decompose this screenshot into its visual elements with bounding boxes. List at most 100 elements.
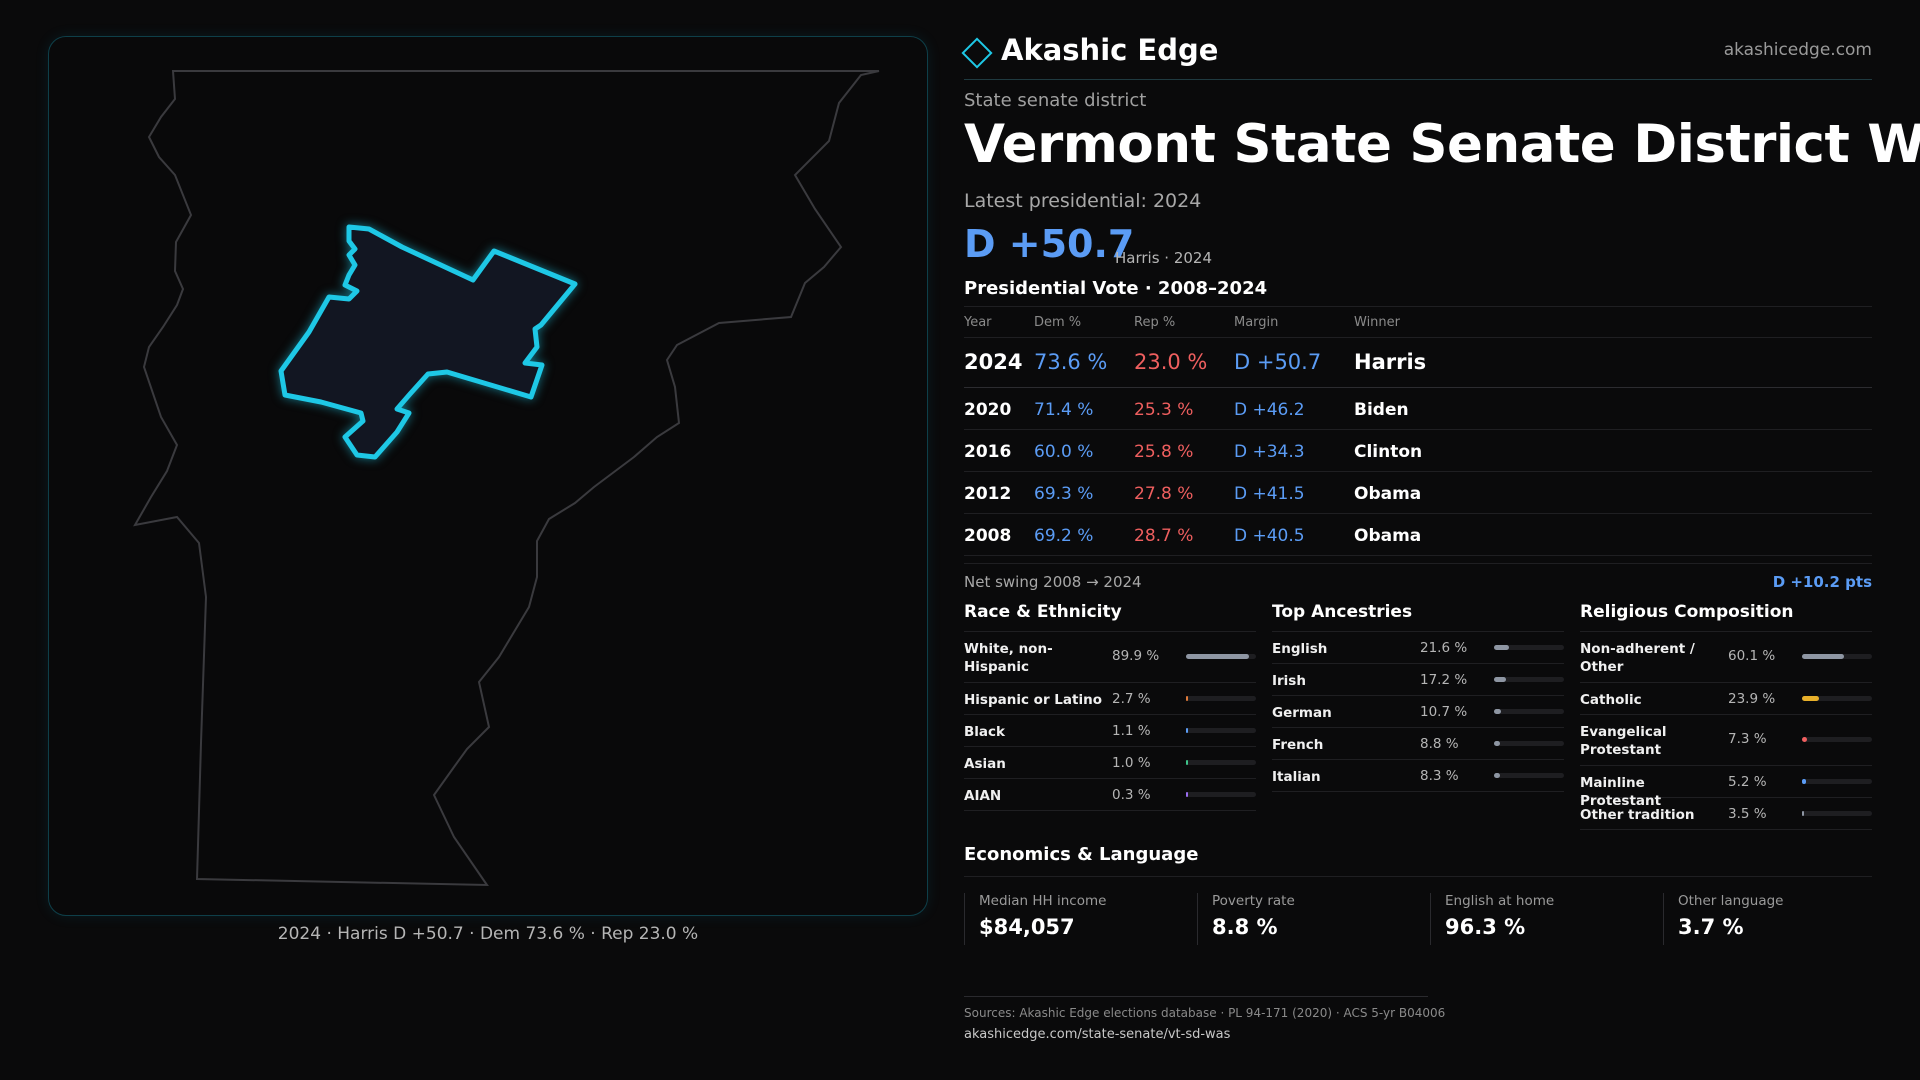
row-dem: 69.3 % <box>1034 484 1094 504</box>
row-winner: Clinton <box>1354 442 1423 462</box>
item-value: 3.5 % <box>1728 806 1767 822</box>
list-item: AIAN 0.3 % <box>964 779 1256 811</box>
item-value: 1.0 % <box>1112 755 1151 771</box>
headline-margin: D +50.7 <box>964 222 1135 266</box>
item-value: 8.3 % <box>1420 768 1459 784</box>
header-margin: Margin <box>1234 315 1279 330</box>
row-rep: 28.7 % <box>1134 526 1194 546</box>
net-swing: Net swing 2008 → 2024 D +10.2 pts <box>964 563 1872 593</box>
row-winner: Obama <box>1354 526 1422 546</box>
bar-fill <box>1494 645 1509 650</box>
stat-label: Poverty rate <box>1212 893 1295 909</box>
row-winner: Obama <box>1354 484 1422 504</box>
diamond-logo-icon <box>961 37 993 69</box>
item-label: Hispanic or Latino <box>964 692 1102 708</box>
stat-label: Other language <box>1678 893 1784 909</box>
stat-value: 3.7 % <box>1678 915 1744 939</box>
list-item: White, non-Hispanic 89.9 % <box>964 632 1256 683</box>
religion-title: Religious Composition <box>1580 600 1872 632</box>
bar-track <box>1802 696 1872 701</box>
bar-track <box>1494 677 1564 682</box>
item-label: AIAN <box>964 788 1002 804</box>
list-item: Asian 1.0 % <box>964 747 1256 779</box>
bar-track <box>1186 696 1256 701</box>
header-dem: Dem % <box>1034 315 1082 330</box>
stat-poverty-rate: Poverty rate 8.8 % <box>1197 893 1419 945</box>
item-label: Irish <box>1272 673 1306 689</box>
bar-fill <box>1186 792 1188 797</box>
list-item: Irish 17.2 % <box>1272 664 1564 696</box>
table-row: 2016 60.0 % 25.8 % D +34.3 Clinton <box>964 430 1872 472</box>
brand-header: Akashic Edge akashicedge.com <box>961 30 1872 80</box>
list-item: Italian 8.3 % <box>1272 760 1564 792</box>
ancestry-panel: Top Ancestries English 21.6 % Irish 17.2… <box>1272 600 1564 792</box>
brand-url[interactable]: akashicedge.com <box>1723 40 1872 60</box>
item-label: French <box>1272 737 1324 753</box>
district-type: State senate district <box>964 90 1147 111</box>
item-label: White, non-Hispanic <box>964 641 1053 675</box>
bar-fill <box>1802 811 1804 816</box>
bar-track <box>1802 654 1872 659</box>
item-label: German <box>1272 705 1332 721</box>
item-value: 21.6 % <box>1420 640 1468 656</box>
header-rep: Rep % <box>1134 315 1176 330</box>
headline-winner: Harris · 2024 <box>1115 249 1213 267</box>
table-row: 2012 69.3 % 27.8 % D +41.5 Obama <box>964 472 1872 514</box>
bar-track <box>1186 654 1256 659</box>
state-outline <box>133 70 880 887</box>
bar-fill <box>1802 779 1806 784</box>
bar-track <box>1802 811 1872 816</box>
district-shape[interactable] <box>278 224 578 460</box>
item-label: Asian <box>964 756 1006 772</box>
district-profile: Akashic Edge akashicedge.com State senat… <box>961 0 1920 1080</box>
list-item: Non-adherent / Other 60.1 % <box>1580 632 1872 683</box>
bar-fill <box>1186 760 1188 765</box>
list-item: Mainline Protestant 5.2 % <box>1580 766 1872 809</box>
item-label: Evangelical Protestant <box>1580 724 1667 758</box>
row-year: 2008 <box>964 526 1012 546</box>
row-dem: 71.4 % <box>1034 400 1094 420</box>
item-label: Mainline Protestant <box>1580 775 1662 809</box>
header-year: Year <box>964 315 992 330</box>
list-item: Evangelical Protestant 7.3 % <box>1580 715 1872 766</box>
row-margin: D +46.2 <box>1234 400 1305 420</box>
brand-name[interactable]: Akashic Edge <box>1001 33 1219 67</box>
bar-fill <box>1802 737 1807 742</box>
bar-track <box>1186 792 1256 797</box>
item-value: 7.3 % <box>1728 731 1767 747</box>
bar-fill <box>1494 709 1501 714</box>
item-value: 0.3 % <box>1112 787 1151 803</box>
divider <box>964 996 1428 997</box>
bar-track <box>1494 773 1564 778</box>
item-value: 10.7 % <box>1420 704 1468 720</box>
list-item: Other tradition 3.5 % <box>1580 798 1872 830</box>
bar-track <box>1494 645 1564 650</box>
bar-track <box>1494 709 1564 714</box>
source-link[interactable]: akashicedge.com/state-senate/vt-sd-was <box>964 1027 1231 1042</box>
district-map[interactable] <box>48 36 928 916</box>
ancestry-title: Top Ancestries <box>1272 600 1564 632</box>
table-row: 2024 73.6 % 23.0 % D +50.7 Harris <box>964 338 1872 388</box>
bar-fill <box>1186 728 1188 733</box>
stat-other-language: Other language 3.7 % <box>1663 893 1885 945</box>
row-margin: D +34.3 <box>1234 442 1305 462</box>
map-svg <box>133 70 880 887</box>
row-winner: Biden <box>1354 400 1409 420</box>
bar-track <box>1802 779 1872 784</box>
map-caption: 2024 · Harris D +50.7 · Dem 73.6 % · Rep… <box>277 924 699 944</box>
list-item: English 21.6 % <box>1272 632 1564 664</box>
bar-fill <box>1494 773 1500 778</box>
stat-label: Median HH income <box>979 893 1107 909</box>
table-header: Year Dem % Rep % Margin Winner <box>964 306 1872 338</box>
bar-track <box>1186 760 1256 765</box>
bar-track <box>1186 728 1256 733</box>
row-dem: 73.6 % <box>1034 350 1108 374</box>
stat-label: English at home <box>1445 893 1555 909</box>
presidential-vote-table: Year Dem % Rep % Margin Winner 2024 73.6… <box>964 306 1872 556</box>
table-row: 2020 71.4 % 25.3 % D +46.2 Biden <box>964 388 1872 430</box>
swing-value: D +10.2 pts <box>1772 573 1872 591</box>
latest-presidential-label: Latest presidential: 2024 <box>964 190 1202 212</box>
race-ethnicity-panel: Race & Ethnicity White, non-Hispanic 89.… <box>964 600 1256 811</box>
stat-value: $84,057 <box>979 915 1075 939</box>
list-item: Catholic 23.9 % <box>1580 683 1872 715</box>
